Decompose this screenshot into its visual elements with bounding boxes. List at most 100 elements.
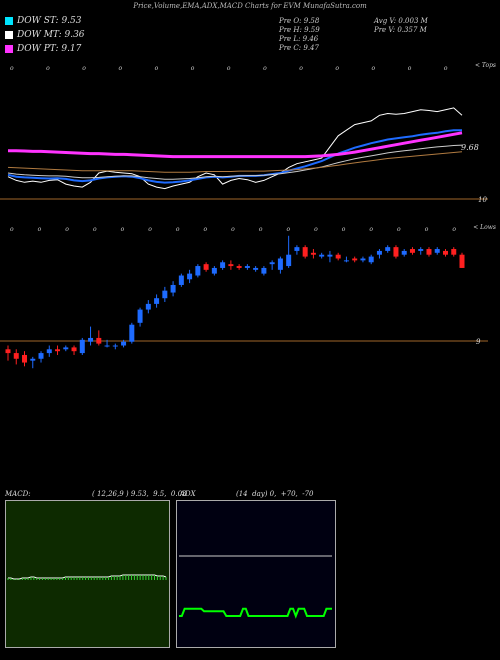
marker: o: [335, 65, 339, 72]
marker: o: [397, 226, 401, 233]
candle-body: [46, 349, 52, 354]
candle-body: [187, 273, 193, 280]
candle-body: [30, 358, 36, 361]
marker: o: [176, 226, 180, 233]
macd-lines: [7, 574, 167, 580]
legend-dow-st: DOW ST: 9.53: [5, 16, 82, 26]
adx-params: (14 day) 0, +70, -70: [236, 490, 314, 498]
candle-body: [236, 266, 242, 268]
marker: o: [408, 65, 412, 72]
marker: o: [452, 226, 456, 233]
candle-body: [162, 290, 168, 299]
marker: o: [372, 65, 376, 72]
marker: o: [191, 65, 195, 72]
candle-body: [55, 349, 61, 352]
ema-level-label: 9.68: [461, 143, 479, 152]
marker: o: [82, 65, 86, 72]
candle-body: [88, 337, 94, 342]
candle-body: [451, 249, 457, 255]
stat-prev-low: Pre L: 9.46: [279, 35, 319, 43]
ema-axis-label: 10: [478, 196, 487, 204]
legend-swatch-st: [5, 16, 13, 25]
marker: o: [204, 226, 208, 233]
ema-line-2: [7, 144, 463, 180]
candle-body: [327, 254, 333, 257]
ema-line-0: [7, 107, 463, 190]
legend-label-mt: DOW MT: 9.36: [17, 30, 85, 40]
marker: o: [286, 226, 290, 233]
stat-prev-volume: Pre V: 0.357 M: [374, 26, 427, 34]
ema-lines: [7, 107, 463, 190]
ema-panel: < Tops o o o o o o o o o o o o o 9.68 10: [0, 62, 496, 204]
candle-body: [343, 260, 349, 262]
candle-body: [220, 262, 226, 268]
candle-body: [63, 347, 69, 350]
stat-prev-open: Pre O: 9.58: [279, 17, 320, 25]
candle-body: [269, 262, 275, 265]
candle-body: [112, 345, 118, 347]
adx-background: [176, 500, 336, 648]
candle-body: [393, 247, 399, 257]
candle-body: [195, 266, 201, 276]
candle-body: [277, 258, 283, 270]
candle-body: [385, 247, 391, 251]
marker: o: [93, 226, 97, 233]
legend-dow-mt: DOW MT: 9.36: [5, 30, 85, 40]
legend-label-st: DOW ST: 9.53: [17, 16, 82, 26]
candle-body: [360, 258, 366, 261]
adx-lines: [179, 555, 332, 619]
marker: o: [46, 65, 50, 72]
macd-panel: [5, 500, 170, 648]
marker: o: [148, 226, 152, 233]
candle-body: [79, 339, 85, 354]
candle-body: [261, 267, 267, 274]
candle-body: [302, 247, 308, 257]
candle-body: [319, 254, 325, 257]
candle-body: [253, 267, 259, 270]
candle-body: [137, 309, 143, 323]
candle-body: [71, 347, 77, 352]
marker: o: [10, 65, 14, 72]
candle-body: [129, 324, 135, 342]
legend-dow-pt: DOW PT: 9.17: [5, 44, 81, 54]
candle-body: [401, 250, 407, 255]
candle-body: [376, 250, 382, 255]
candle-body: [294, 247, 300, 251]
candle-body: [442, 250, 448, 255]
candle-body: [459, 254, 465, 268]
candle-body: [368, 256, 374, 263]
ema-line-4: [8, 131, 463, 159]
marker: o: [227, 65, 231, 72]
stat-prev-close: Pre C: 9.47: [279, 44, 319, 52]
marker: o: [263, 65, 267, 72]
candle-body: [38, 353, 44, 359]
marker: o: [425, 226, 429, 233]
macd-line: [8, 574, 167, 580]
marker: o: [299, 65, 303, 72]
candle-body: [203, 264, 209, 270]
marker: o: [65, 226, 69, 233]
marker: o: [314, 226, 318, 233]
marker: o: [121, 226, 125, 233]
price-panel: < Lows o o o o o o o o o o o o o o o o o 9: [0, 224, 496, 369]
candle-body: [104, 345, 110, 347]
macd-params: ( 12,26,9 ) 9.53, 9.5, 0.03: [92, 490, 187, 498]
macd-title: MACD:: [5, 490, 31, 498]
chart-title: Price,Volume,EMA,ADX,MACD Charts for EVM…: [133, 2, 367, 10]
marker: o: [10, 226, 14, 233]
marker: o: [259, 226, 263, 233]
candlesticks: [5, 235, 465, 369]
candle-body: [170, 284, 176, 293]
adx-title: ADX: [180, 490, 196, 498]
candle-body: [121, 341, 127, 346]
candle-body: [409, 249, 415, 253]
stat-prev-high: Pre H: 9.59: [279, 26, 320, 34]
marker: o: [444, 65, 448, 72]
legend-swatch-pt: [5, 44, 13, 53]
macd-background: [5, 500, 170, 648]
candle-body: [13, 353, 19, 359]
candle-body: [310, 252, 316, 255]
